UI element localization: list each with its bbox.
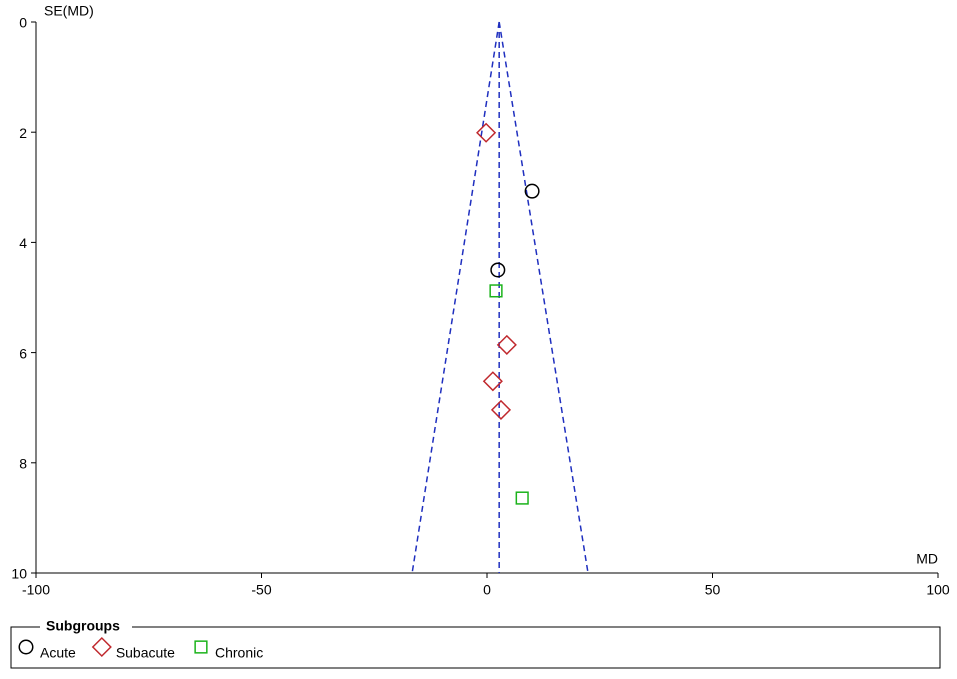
marker-diamond xyxy=(490,399,512,420)
funnel-limit xyxy=(498,21,589,574)
marker-circle xyxy=(490,262,506,278)
y-tick-label: 4 xyxy=(19,235,27,251)
marker-square xyxy=(515,491,529,505)
marker-diamond xyxy=(476,122,497,143)
marker-circle xyxy=(18,639,34,655)
x-axis-label: MD xyxy=(916,551,938,567)
x-tick-label: 100 xyxy=(926,582,950,598)
funnel-limit xyxy=(411,21,500,574)
legend-title: Subgroups xyxy=(46,618,120,634)
marker-diamond xyxy=(496,334,517,355)
marker-square xyxy=(194,640,208,654)
legend-box xyxy=(10,626,941,669)
y-axis-label: SE(MD) xyxy=(44,3,94,19)
marker-diamond xyxy=(482,371,503,392)
x-tick-label: 0 xyxy=(483,582,491,598)
marker-circle xyxy=(524,183,540,199)
y-tick-label: 0 xyxy=(19,15,27,31)
x-tick-label: -50 xyxy=(251,582,271,598)
legend-label: Chronic xyxy=(215,645,263,661)
legend-label: Acute xyxy=(40,645,76,661)
legend-title-bg xyxy=(40,618,132,634)
marker-diamond xyxy=(91,636,112,658)
y-tick-label: 8 xyxy=(19,456,27,472)
x-tick-label: 50 xyxy=(705,582,721,598)
y-tick-label: 10 xyxy=(11,566,27,582)
legend-label: Subacute xyxy=(116,645,175,661)
y-tick-label: 6 xyxy=(19,345,27,361)
y-tick-label: 2 xyxy=(19,125,27,141)
marker-square xyxy=(489,284,503,298)
x-tick-label: -100 xyxy=(22,582,50,598)
